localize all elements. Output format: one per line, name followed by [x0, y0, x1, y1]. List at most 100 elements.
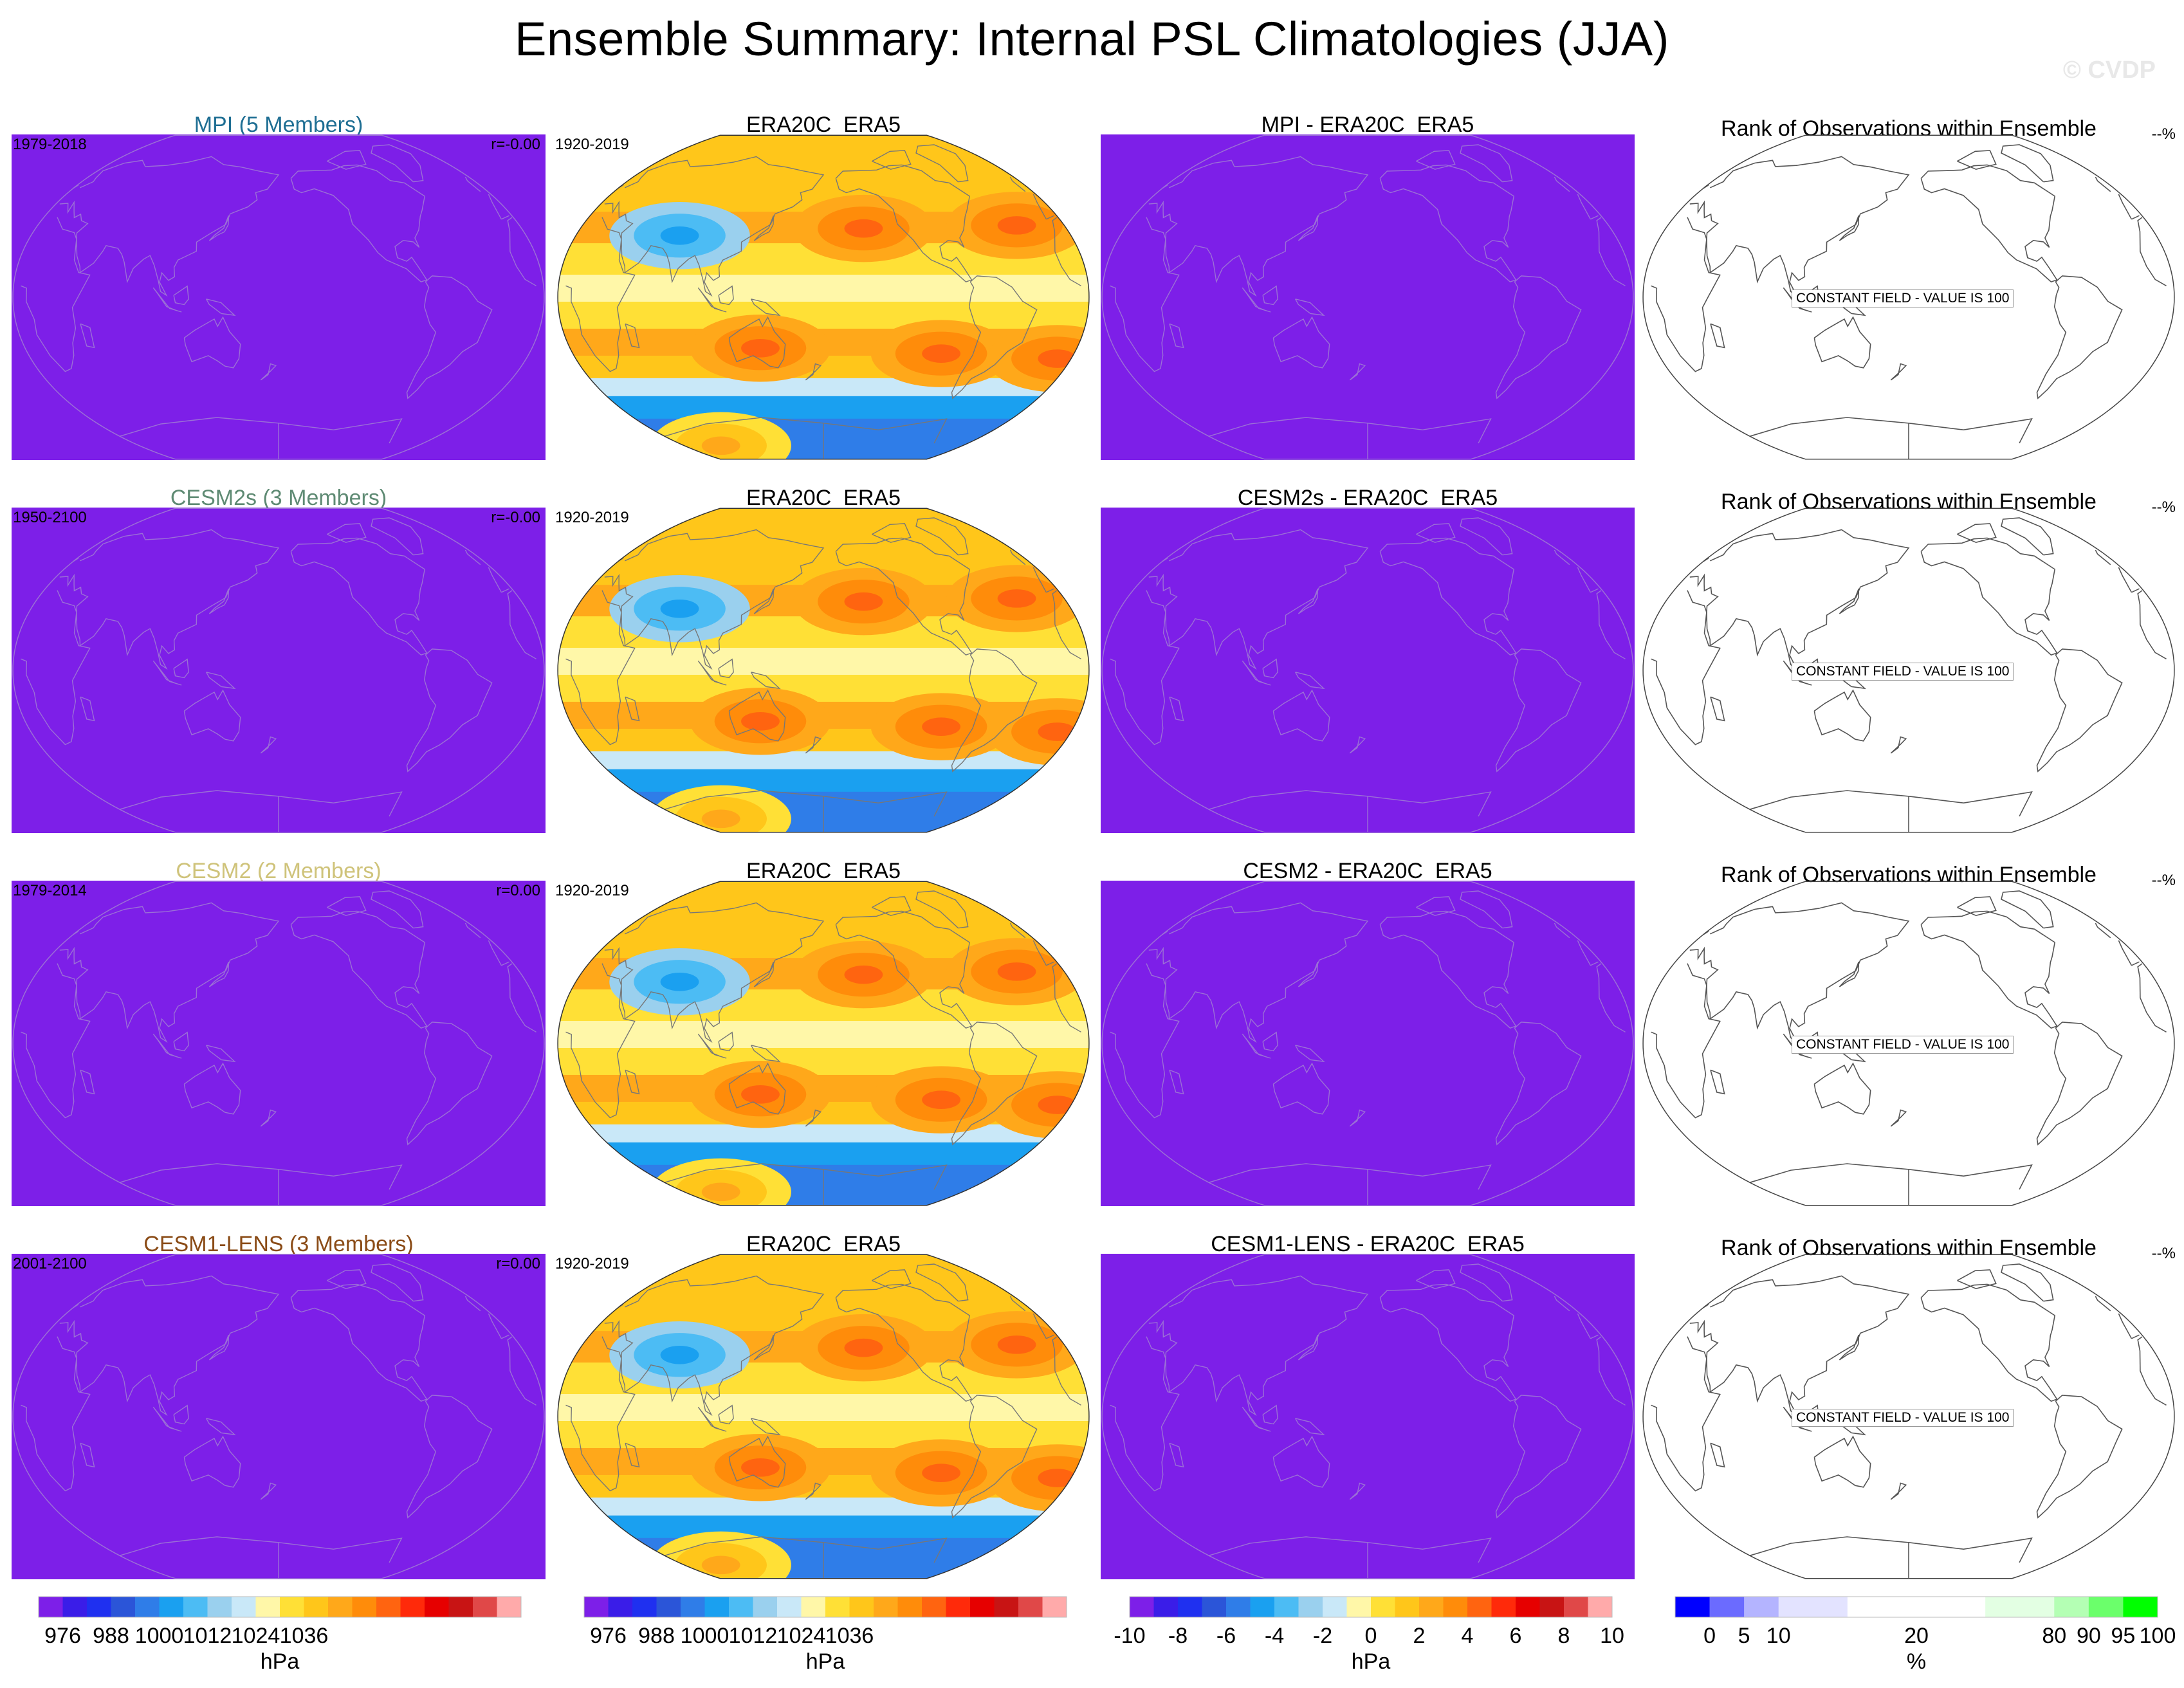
- coastline-14: [327, 896, 367, 916]
- colorbar-difference-swatch-12: [1419, 1597, 1444, 1617]
- coastline-9: [1242, 1033, 1271, 1059]
- colorbar-rank-tick-label-7: 100: [2140, 1624, 2176, 1648]
- psl-feature-5-ring-2: [1038, 722, 1077, 741]
- coastline-9: [697, 1033, 727, 1059]
- coastline-6: [1208, 790, 1492, 832]
- psl-band-9: [558, 396, 1089, 419]
- coastline-3: [565, 217, 1081, 372]
- coastline-11: [1294, 1418, 1325, 1436]
- coastline-12: [1710, 323, 1725, 349]
- coastline-0: [835, 537, 973, 656]
- colorbar-psl-2-tick-label-0: 976: [590, 1624, 627, 1648]
- coastline-9: [1783, 287, 1812, 313]
- coastline-12: [625, 323, 640, 349]
- colorbar-rank-tick-label-4: 80: [2042, 1624, 2066, 1648]
- coastline-0: [1379, 537, 1517, 656]
- colorbar-rank-swatch-8: [2088, 1597, 2124, 1617]
- psl-band-5: [558, 1420, 1089, 1449]
- coastline-10: [718, 1404, 734, 1425]
- coastline-1: [2036, 1022, 2123, 1146]
- coastline-14: [327, 523, 367, 543]
- colorbar-difference-swatch-13: [1443, 1597, 1468, 1617]
- map-outline: [557, 508, 1090, 833]
- map-outline: [12, 881, 545, 1206]
- coastline-13: [260, 736, 277, 754]
- colorbar-rank-swatch-6: [1985, 1597, 2055, 1617]
- obs-years-2: 1920-2019: [555, 882, 629, 899]
- coastline-7: [1298, 215, 1319, 241]
- psl-band-4: [558, 275, 1089, 302]
- psl-band-8: [558, 1497, 1089, 1516]
- obs-title-0: ERA20C_ERA5: [746, 113, 901, 137]
- coastline-2: [1148, 902, 1599, 1043]
- coastline-4: [1272, 316, 1330, 369]
- model-title-2: CESM2 (2 Members): [176, 859, 381, 883]
- colorbar-difference-tick-label-10: 10: [1600, 1624, 1624, 1648]
- psl-feature-1-ring-2: [997, 589, 1036, 608]
- colorbar-rank-tick-label-1: 5: [1738, 1624, 1750, 1648]
- psl-band-5: [558, 674, 1089, 702]
- colorbar-rank-swatch-2: [1744, 1597, 1779, 1617]
- coastline-5: [1460, 890, 1513, 929]
- colorbar-difference-tick-label-6: 2: [1413, 1624, 1426, 1648]
- coastline-1: [406, 1022, 493, 1146]
- colorbar-psl-2-swatch-11: [849, 1597, 874, 1617]
- coastline-8: [1162, 922, 1570, 939]
- coastline-11: [1294, 298, 1325, 316]
- colorbar-rank: 0 5 10 20 80 90 95 100%: [1675, 1596, 2176, 1674]
- colorbar-psl-2-swatch-18: [1018, 1597, 1043, 1617]
- coastline-3: [21, 1336, 537, 1492]
- coastline-11: [205, 672, 236, 690]
- coastline-5: [371, 890, 424, 929]
- model-field: [12, 134, 546, 460]
- coastline-0: [290, 1283, 428, 1402]
- coastline-7: [208, 588, 230, 614]
- coastline-5: [915, 144, 969, 183]
- coastline-13: [1349, 1109, 1366, 1127]
- colorbar-psl-1-tick-label-1: 988: [93, 1624, 129, 1648]
- coastline-5: [1460, 1263, 1513, 1302]
- coastline-0: [290, 164, 428, 282]
- coastline-10: [1262, 658, 1278, 679]
- colorbar-psl-1-swatch-1: [62, 1597, 87, 1617]
- coastline-3: [1110, 1336, 1626, 1492]
- coastline-6: [1208, 417, 1492, 459]
- coastline-13: [805, 1482, 822, 1500]
- model-map-1: [12, 508, 546, 833]
- coastline-1: [951, 648, 1038, 773]
- rank-title-2: Rank of Observations within Ensemble: [1721, 863, 2097, 887]
- coastline-5: [371, 517, 424, 556]
- obs-field: [558, 135, 1089, 459]
- coastline-8: [1703, 922, 2111, 939]
- coastline-2: [59, 902, 509, 1043]
- coastline-2: [1148, 156, 1599, 297]
- coastline-3: [1651, 963, 2167, 1119]
- obs-years-1: 1920-2019: [555, 509, 629, 526]
- psl-band-4: [558, 1021, 1089, 1049]
- coastline-1: [951, 275, 1038, 399]
- map-outline: [12, 1254, 545, 1579]
- coastline-6: [1749, 417, 2033, 459]
- obs-map-0: [557, 134, 1090, 460]
- model-years-0: 1979-2018: [13, 136, 87, 153]
- coastline-3: [1651, 217, 2167, 372]
- coastline-12: [80, 696, 95, 722]
- coastline-14: [872, 150, 912, 170]
- coastline-12: [1169, 696, 1184, 722]
- colorbar-psl-1-swatch-10: [280, 1597, 304, 1617]
- coastline-0: [1379, 164, 1517, 282]
- coastline-12: [625, 1069, 640, 1095]
- coastline-4: [728, 1062, 786, 1115]
- coastline-13: [1349, 736, 1366, 754]
- coastline-5: [1460, 517, 1513, 556]
- psl-feature-6-ring-2: [701, 809, 740, 829]
- coastline-0: [835, 164, 973, 282]
- colorbar-difference-tick-label-8: 6: [1510, 1624, 1522, 1648]
- coastline-5: [2001, 1263, 2054, 1302]
- colorbar-difference-swatch-8: [1323, 1597, 1347, 1617]
- coastline-13: [260, 363, 277, 381]
- coastline-1: [2036, 275, 2123, 399]
- colorbar-psl-2-swatch-12: [874, 1597, 898, 1617]
- colorbar-psl-2-tick-label-5: 1036: [825, 1624, 874, 1648]
